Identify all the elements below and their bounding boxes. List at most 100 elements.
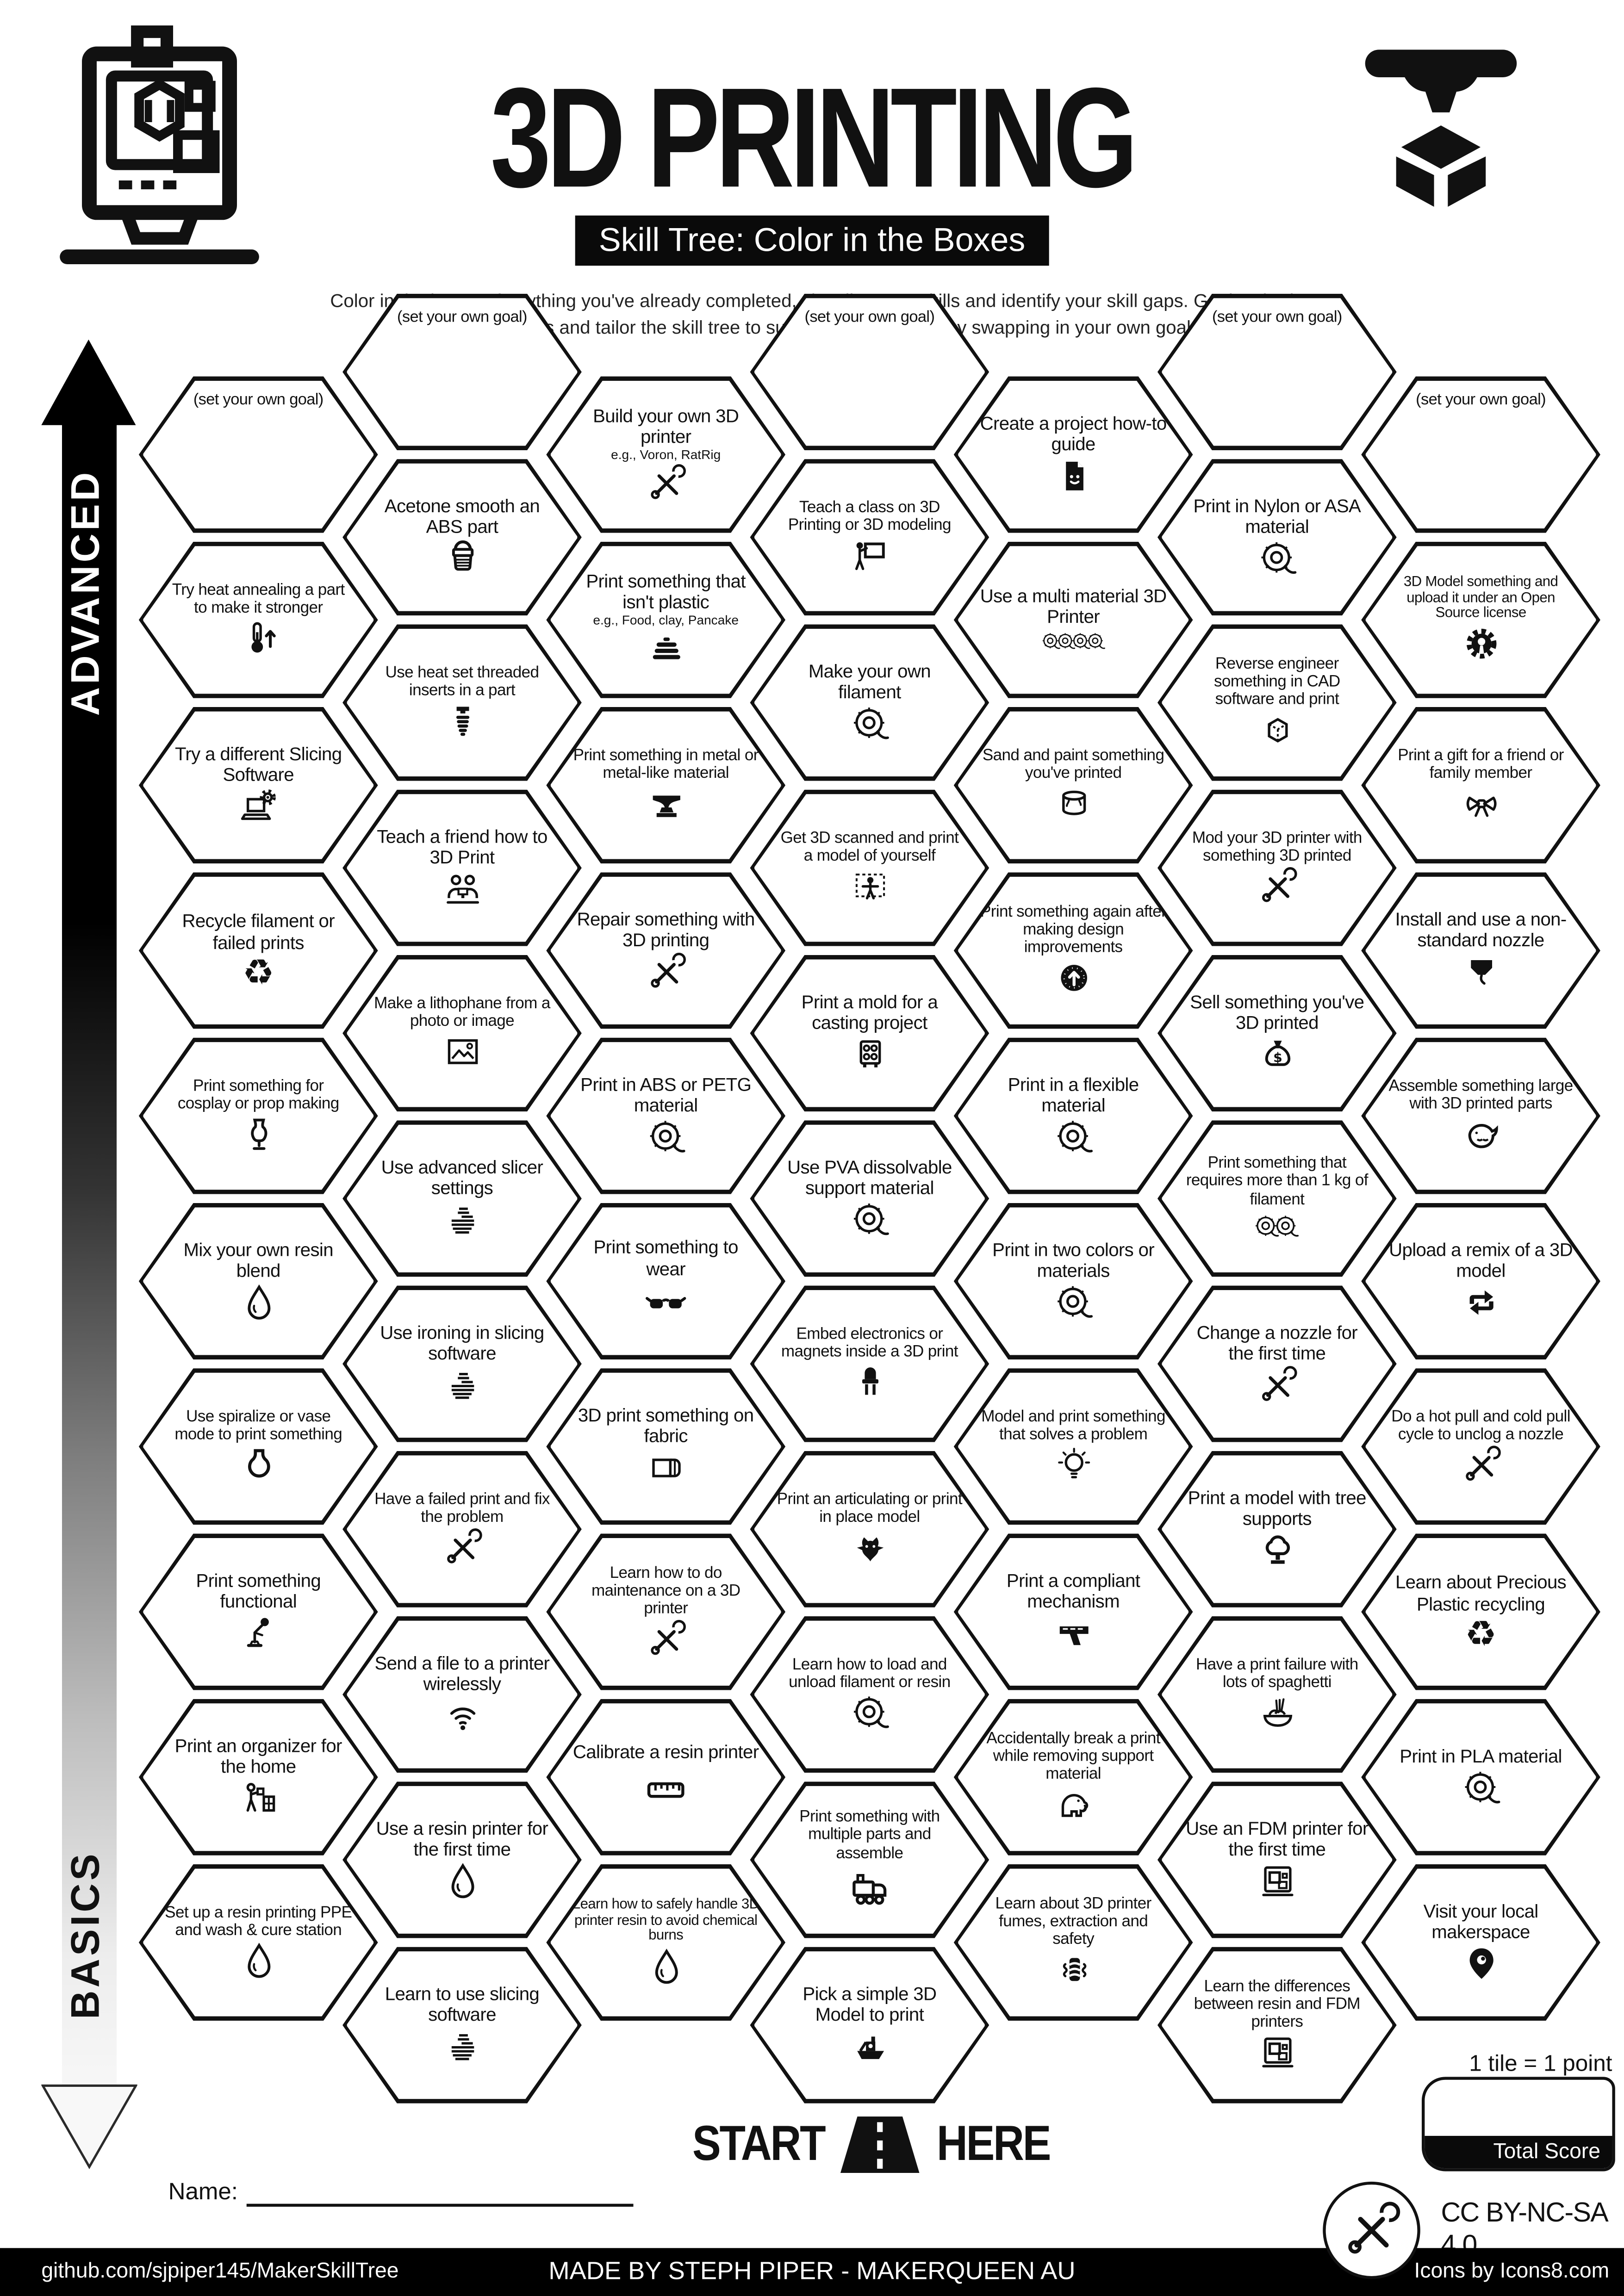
hex-label: Try heat annealing a part to make it str… bbox=[172, 581, 345, 617]
boat-icon bbox=[850, 2027, 890, 2066]
total-score-label: Total Score bbox=[1425, 2135, 1612, 2169]
hex-skill-tile: Print something again after making desig… bbox=[953, 872, 1193, 1029]
hex-goal-tile: (set your own goal) bbox=[1157, 293, 1397, 450]
bulb-icon bbox=[1053, 1446, 1093, 1485]
tools-icon bbox=[442, 1528, 482, 1568]
hex-label: Model and print something that solves a … bbox=[981, 1408, 1165, 1444]
hex-skill-tile: Teach a friend how to 3D Print bbox=[342, 789, 582, 946]
hex-label: Send a file to a printer wirelessly bbox=[374, 1653, 550, 1695]
name-label: Name: bbox=[168, 2180, 238, 2205]
hex-skill-tile: Sand and paint something you've printed bbox=[953, 707, 1193, 864]
hex-skill-tile: Repair something with 3D printing bbox=[546, 872, 786, 1029]
remix-icon bbox=[1461, 1283, 1501, 1322]
hex-label: Accidentally break a print while removin… bbox=[986, 1729, 1160, 1784]
total-score-box[interactable]: Total Score bbox=[1421, 2077, 1615, 2172]
hex-skill-tile: Get 3D scanned and print a model of your… bbox=[750, 789, 989, 946]
recycle-icon: ♻ bbox=[242, 951, 274, 993]
mannequin-icon bbox=[238, 1115, 278, 1154]
hex-label: Use an FDM printer for the first time bbox=[1186, 1818, 1369, 1860]
hex-skill-tile: Change a nozzle for the first time bbox=[1157, 1285, 1397, 1442]
hex-label: Print in PLA material bbox=[1400, 1746, 1562, 1767]
hex-skill-tile: Use heat set threaded inserts in a part bbox=[342, 624, 582, 781]
hex-label: Set up a resin printing PPE and wash & c… bbox=[165, 1904, 352, 1940]
hex-skill-tile: Print something in metal or metal-like m… bbox=[546, 707, 786, 864]
hex-skill-tile: Print in PLA material bbox=[1361, 1699, 1600, 1855]
organizer-icon bbox=[238, 1779, 278, 1818]
hex-skill-tile: Embed electronics or magnets inside a 3D… bbox=[750, 1285, 989, 1442]
hex-label: Change a nozzle for the first time bbox=[1196, 1322, 1358, 1364]
moneybag-icon bbox=[1257, 1035, 1297, 1074]
hex-goal-tile: (set your own goal) bbox=[750, 293, 989, 450]
photo-icon bbox=[442, 1032, 482, 1072]
start-here: START HERE bbox=[650, 2114, 1093, 2176]
hex-label: Build your own 3D printer bbox=[593, 405, 739, 447]
hex-label: (set your own goal) bbox=[804, 308, 935, 326]
hex-skill-tile: Learn the differences between resin and … bbox=[1157, 1947, 1397, 2104]
thermo-icon bbox=[238, 619, 278, 659]
hex-skill-tile: Print in two colors or materials bbox=[953, 1203, 1193, 1359]
spool-icon bbox=[850, 1200, 890, 1240]
hex-skill-tile: Try heat annealing a part to make it str… bbox=[138, 541, 378, 698]
hex-label: Learn how to load and unload filament or… bbox=[789, 1656, 951, 1692]
hex-skill-tile: Use PVA dissolvable support material bbox=[750, 1120, 989, 1277]
droplet-icon bbox=[238, 1283, 278, 1322]
name-input-line[interactable] bbox=[247, 2180, 634, 2207]
hex-label: Use heat set threaded inserts in a part bbox=[385, 664, 539, 700]
hex-skill-tile: Upload a remix of a 3D model bbox=[1361, 1203, 1600, 1359]
droplet-icon bbox=[646, 1948, 686, 1987]
badgeup-icon bbox=[1053, 959, 1093, 999]
slicer-icon bbox=[442, 1365, 482, 1405]
teach-icon bbox=[850, 536, 890, 576]
hex-skill-tile: Print a model with tree supports bbox=[1157, 1451, 1397, 1607]
hex-label: Use a resin printer for the first time bbox=[376, 1818, 548, 1860]
hex-label: (set your own goal) bbox=[193, 391, 324, 409]
nozzle-icon bbox=[1461, 952, 1501, 992]
makerqueen-logo bbox=[1323, 2181, 1420, 2279]
hex-skill-tile: Model and print something that solves a … bbox=[953, 1368, 1193, 1525]
hex-label: Mix your own resin blend bbox=[183, 1240, 334, 1281]
hex-skill-tile: Use a resin printer for the first time bbox=[342, 1781, 582, 1938]
hex-goal-tile: (set your own goal) bbox=[342, 293, 582, 450]
hex-skill-tile: Assemble something large with 3D printed… bbox=[1361, 1037, 1600, 1194]
hex-label: Print in two colors or materials bbox=[992, 1240, 1155, 1281]
hex-label: Print something with multiple parts and … bbox=[799, 1808, 940, 1862]
hex-label: Learn how to do maintenance on a 3D prin… bbox=[591, 1564, 740, 1618]
tools-icon bbox=[1461, 1446, 1501, 1485]
hex-skill-tile: Acetone smooth an ABS part bbox=[342, 459, 582, 616]
hex-skill-tile: Mod your 3D printer with something 3D pr… bbox=[1157, 789, 1397, 946]
hex-skill-tile: Do a hot pull and cold pull cycle to unc… bbox=[1361, 1368, 1600, 1525]
hex-skill-tile: Calibrate a resin printer bbox=[546, 1699, 786, 1855]
slicer-icon bbox=[442, 2027, 482, 2066]
hex-skill-tile: 3D print something on fabric bbox=[546, 1368, 786, 1525]
hex-label: Learn the differences between resin and … bbox=[1194, 1977, 1361, 2031]
hex-label: Learn how to safely handle 3D printer re… bbox=[572, 1896, 759, 1945]
hex-label: Upload a remix of a 3D model bbox=[1389, 1240, 1573, 1281]
hex-label: Use ironing in slicing software bbox=[380, 1322, 544, 1364]
mold-icon bbox=[850, 1035, 890, 1074]
spools4-icon bbox=[1041, 629, 1106, 654]
page-subtitle: Skill Tree: Color in the Boxes bbox=[575, 215, 1049, 266]
tools-icon bbox=[1257, 1365, 1297, 1405]
pancake-icon bbox=[646, 629, 686, 669]
hex-label: Recycle filament or failed prints bbox=[182, 911, 335, 953]
people-icon bbox=[442, 869, 482, 909]
advanced-arrow-up-icon bbox=[41, 339, 136, 425]
hex-label: Have a print failure with lots of spaghe… bbox=[1195, 1656, 1358, 1692]
footer-icons8-credit: Icons by Icons8.com bbox=[1414, 2259, 1610, 2284]
hex-skill-tile: Use spiralize or vase mode to print some… bbox=[138, 1368, 378, 1525]
hex-skill-tile: Use a multi material 3D Printer bbox=[953, 541, 1193, 698]
spool-icon bbox=[850, 704, 890, 744]
anvil-icon bbox=[646, 784, 686, 824]
tile-point-note: 1 tile = 1 point bbox=[1469, 2052, 1612, 2077]
spool-icon bbox=[1461, 1769, 1501, 1808]
hex-label: Print something in metal or metal-like m… bbox=[573, 746, 759, 782]
hex-label: Print a compliant mechanism bbox=[1006, 1570, 1140, 1612]
hex-label: Teach a friend how to 3D Print bbox=[377, 826, 548, 868]
gun-icon bbox=[1053, 1613, 1093, 1653]
hex-label: Have a failed print and fix the problem bbox=[374, 1490, 550, 1527]
footer-github-link[interactable]: github.com/sjpiper145/MakerSkillTree bbox=[41, 2259, 399, 2284]
hex-label: Print something again after making desig… bbox=[980, 902, 1167, 957]
hex-skill-tile: Learn about Precious Plastic recycling ♻ bbox=[1361, 1533, 1600, 1690]
spool-icon bbox=[1053, 1117, 1093, 1157]
hex-label: Learn about 3D printer fumes, extraction… bbox=[995, 1894, 1152, 1949]
